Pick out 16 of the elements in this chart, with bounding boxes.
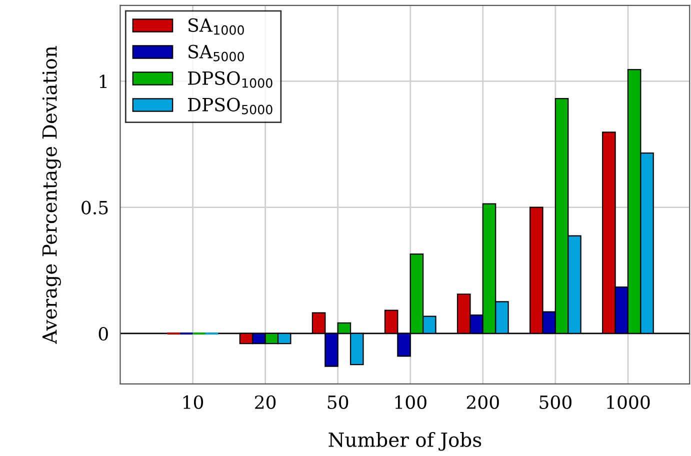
y-tick-label: 0.5 [82,200,108,214]
x-axis-title: Number of Jobs [328,432,482,451]
x-tick-label: 500 [540,395,572,410]
x-tick-label: 10 [183,395,204,410]
legend-label: DPSO$_{1000}$ [188,71,272,88]
x-tick-label: 1000 [607,395,650,410]
x-tick-label: 50 [328,395,348,410]
x-tick-label: 20 [255,395,276,410]
y-tick-label: 1 [100,74,107,88]
x-tick-label: 100 [395,395,426,410]
y-tick-label: 0 [98,326,108,341]
legend-label: DPSO$_{5000}$ [188,98,272,114]
legend-label: SA$_{1000}$ [188,18,244,35]
legend-label: SA$_{5000}$ [188,44,244,62]
y-axis-title: Average Percentage Deviation [42,46,61,344]
x-tick-label: 200 [466,395,499,410]
